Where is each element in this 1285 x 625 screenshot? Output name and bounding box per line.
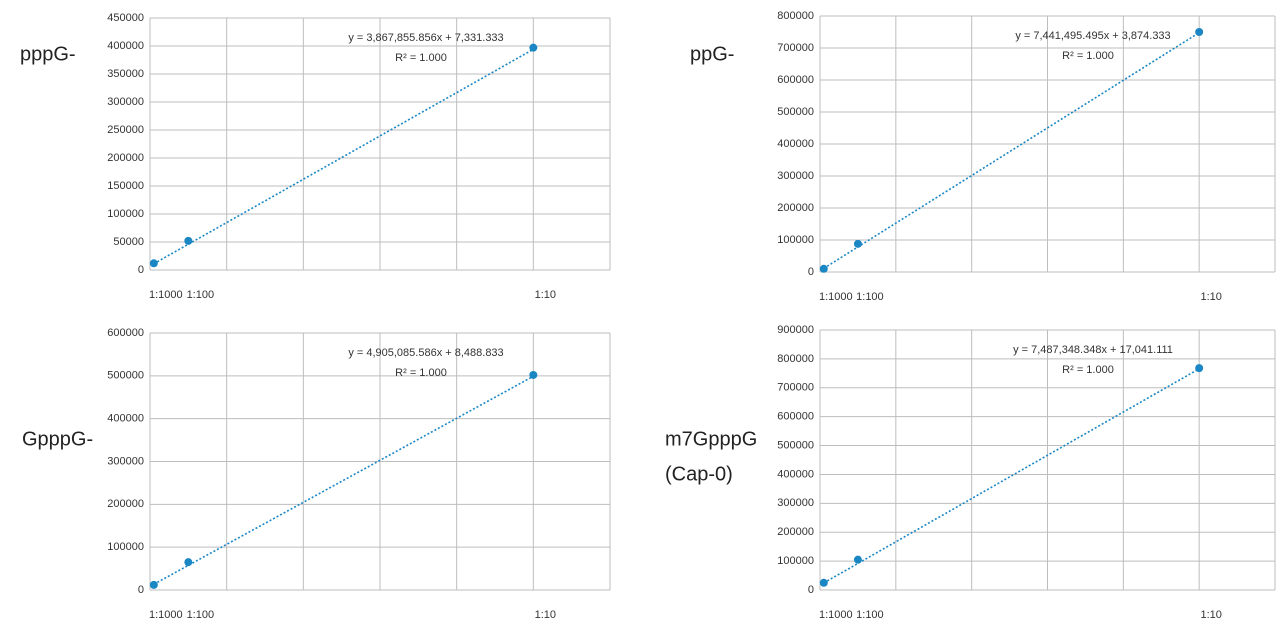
chart-title: m7GpppG: [665, 428, 757, 450]
y-tick-label: 400000: [107, 40, 144, 52]
point: [819, 578, 828, 587]
x-tick-label: 1:100: [856, 291, 884, 303]
x-tick-label: 1:1000: [149, 609, 183, 621]
y-tick-label: 200000: [777, 526, 814, 538]
y-tick-label: 100000: [107, 541, 144, 553]
chart-title: pppG-: [20, 43, 76, 65]
y-tick-label: 300000: [107, 455, 144, 467]
point: [819, 264, 828, 273]
y-tick-label: 400000: [777, 138, 814, 150]
point: [853, 555, 862, 564]
y-tick-label: 100000: [777, 555, 814, 567]
x-tick-label: 1:10: [535, 289, 556, 301]
y-tick-label: 0: [138, 584, 144, 596]
y-tick-label: 500000: [777, 106, 814, 118]
trendline-r2: R² = 1.000: [1062, 364, 1114, 376]
point: [1195, 28, 1204, 36]
y-tick-label: 600000: [107, 327, 144, 339]
y-tick-label: 300000: [777, 170, 814, 182]
y-tick-label: 800000: [777, 353, 814, 365]
point: [529, 43, 538, 52]
point: [184, 236, 193, 245]
x-tick-label: 1:100: [187, 609, 215, 621]
y-tick-label: 500000: [777, 439, 814, 451]
y-tick-label: 900000: [777, 324, 814, 336]
y-tick-label: 50000: [113, 236, 144, 248]
x-tick-label: 1:1000: [819, 291, 853, 303]
y-tick-label: 300000: [777, 497, 814, 509]
point: [184, 558, 193, 567]
trendline-equation: y = 3,867,855.856x + 7,331.333: [348, 32, 503, 44]
trendline-r2: R² = 1.000: [395, 52, 447, 64]
trendline: [823, 368, 1200, 584]
point: [149, 259, 158, 268]
trendline-equation: y = 7,441,495.495x + 3,874.333: [1015, 30, 1170, 42]
x-tick-label: 1:10: [1200, 609, 1221, 621]
x-tick-label: 1:100: [856, 609, 884, 621]
trendline: [153, 375, 534, 585]
y-tick-label: 800000: [777, 10, 814, 22]
trendline: [823, 31, 1200, 270]
y-tick-label: 700000: [777, 382, 814, 394]
y-tick-label: 600000: [777, 411, 814, 423]
x-tick-label: 1:10: [1200, 291, 1221, 303]
trendline: [153, 48, 534, 265]
y-tick-label: 0: [138, 264, 144, 276]
y-tick-label: 100000: [107, 208, 144, 220]
y-tick-label: 350000: [107, 68, 144, 80]
y-tick-label: 500000: [107, 370, 144, 382]
y-tick-label: 700000: [777, 42, 814, 54]
y-tick-label: 0: [808, 266, 814, 278]
trendline-r2: R² = 1.000: [1062, 50, 1114, 62]
trendline-equation: y = 7,487,348.348x + 17,041.111: [1013, 344, 1173, 356]
chart-title: GpppG-: [22, 428, 93, 450]
y-tick-label: 200000: [107, 152, 144, 164]
y-tick-label: 200000: [777, 202, 814, 214]
y-tick-label: 250000: [107, 124, 144, 136]
point: [853, 239, 862, 248]
x-tick-label: 1:1000: [149, 289, 183, 301]
chart-subtitle: (Cap-0): [665, 463, 733, 485]
x-tick-label: 1:100: [187, 289, 215, 301]
trendline-equation: y = 4,905,085.586x + 8,488.833: [348, 347, 503, 359]
y-tick-label: 400000: [107, 413, 144, 425]
y-tick-label: 0: [808, 584, 814, 596]
point: [149, 580, 158, 589]
y-tick-label: 450000: [107, 12, 144, 24]
y-tick-label: 400000: [777, 468, 814, 480]
y-tick-label: 100000: [777, 234, 814, 246]
point: [1195, 364, 1204, 373]
y-tick-label: 150000: [107, 180, 144, 192]
x-tick-label: 1:1000: [819, 609, 853, 621]
chart-title: ppG-: [690, 43, 734, 65]
y-tick-label: 200000: [107, 498, 144, 510]
x-tick-label: 1:10: [535, 609, 556, 621]
trendline-r2: R² = 1.000: [395, 367, 447, 379]
point: [529, 370, 538, 379]
y-tick-label: 600000: [777, 74, 814, 86]
y-tick-label: 300000: [107, 96, 144, 108]
